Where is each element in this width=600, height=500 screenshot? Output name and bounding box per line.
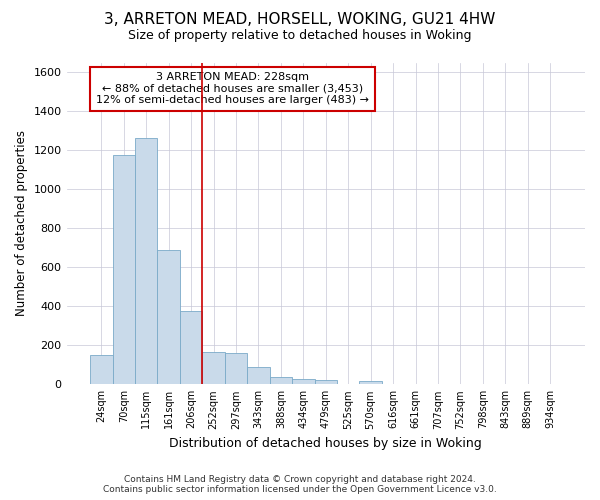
Bar	[202, 352, 225, 384]
Bar	[225, 353, 247, 384]
Text: Size of property relative to detached houses in Woking: Size of property relative to detached ho…	[128, 29, 472, 42]
Text: 3, ARRETON MEAD, HORSELL, WOKING, GU21 4HW: 3, ARRETON MEAD, HORSELL, WOKING, GU21 4…	[104, 12, 496, 28]
Bar	[247, 367, 269, 384]
Bar	[269, 377, 292, 384]
Y-axis label: Number of detached properties: Number of detached properties	[15, 130, 28, 316]
Text: Contains HM Land Registry data © Crown copyright and database right 2024.
Contai: Contains HM Land Registry data © Crown c…	[103, 474, 497, 494]
Bar	[90, 356, 113, 384]
Bar	[292, 379, 314, 384]
Text: 3 ARRETON MEAD: 228sqm
← 88% of detached houses are smaller (3,453)
12% of semi-: 3 ARRETON MEAD: 228sqm ← 88% of detached…	[96, 72, 369, 106]
Bar	[314, 380, 337, 384]
Bar	[135, 138, 157, 384]
Bar	[113, 155, 135, 384]
Bar	[157, 250, 180, 384]
X-axis label: Distribution of detached houses by size in Woking: Distribution of detached houses by size …	[169, 437, 482, 450]
Bar	[359, 382, 382, 384]
Bar	[180, 311, 202, 384]
